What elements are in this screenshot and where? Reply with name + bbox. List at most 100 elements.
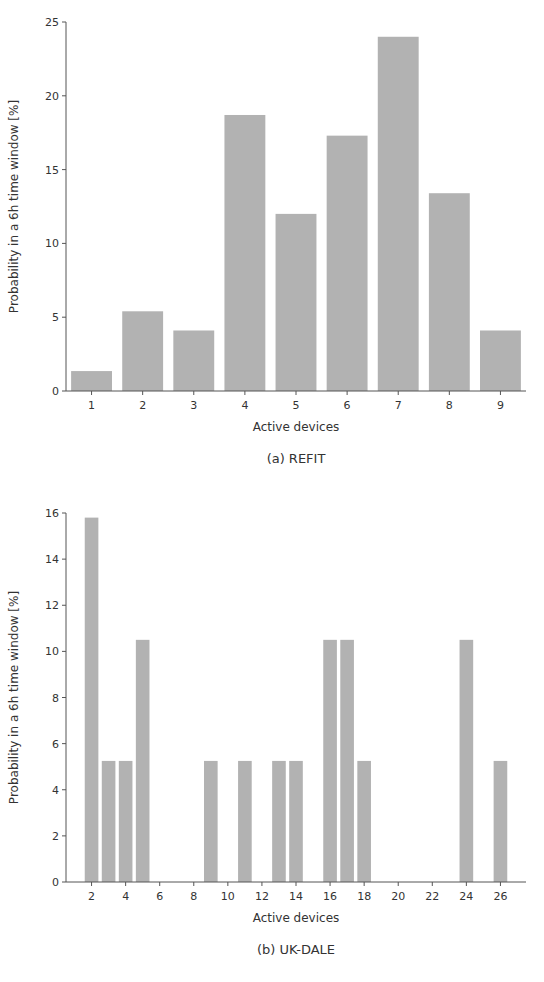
x-tick-label: 16 <box>323 890 337 903</box>
x-axis-label: Active devices <box>253 911 340 925</box>
x-tick-label: 4 <box>122 890 129 903</box>
x-tick <box>91 391 92 395</box>
x-tick <box>347 391 348 395</box>
chart-caption: (a) REFIT <box>267 451 326 466</box>
y-tick-label: 4 <box>52 784 59 797</box>
bar <box>272 761 286 882</box>
x-tick <box>91 882 92 886</box>
bar <box>119 761 133 882</box>
y-tick <box>62 651 66 652</box>
x-tick-label: 8 <box>446 399 453 412</box>
bar <box>238 761 252 882</box>
bar <box>173 330 214 391</box>
x-tick <box>159 882 160 886</box>
bar <box>429 193 470 391</box>
y-tick <box>62 243 66 244</box>
x-tick-label: 12 <box>255 890 269 903</box>
y-tick-label: 15 <box>45 164 59 177</box>
x-tick <box>500 882 501 886</box>
y-tick-label: 6 <box>52 738 59 751</box>
x-tick <box>500 391 501 395</box>
y-axis-label: Probability in a 6h time window [%] <box>7 100 21 313</box>
x-tick-label: 9 <box>497 399 504 412</box>
x-tick <box>261 882 262 886</box>
chart-caption: (b) UK-DALE <box>257 942 335 957</box>
bar <box>378 37 419 391</box>
x-tick <box>142 391 143 395</box>
x-tick-label: 6 <box>344 399 351 412</box>
x-tick <box>296 391 297 395</box>
bar <box>340 640 354 882</box>
y-tick-label: 0 <box>52 876 59 889</box>
bars <box>85 518 508 882</box>
bar <box>480 330 521 391</box>
x-tick <box>398 882 399 886</box>
x-tick <box>125 882 126 886</box>
bar <box>224 115 265 391</box>
bars <box>71 37 521 391</box>
bar <box>122 311 163 391</box>
y-axis-line <box>66 22 67 391</box>
y-tick <box>62 391 66 392</box>
y-tick-label: 10 <box>45 645 59 658</box>
x-tick-label: 3 <box>190 399 197 412</box>
x-tick <box>244 391 245 395</box>
bar <box>276 214 317 391</box>
y-tick <box>62 22 66 23</box>
y-tick <box>62 513 66 514</box>
x-tick-label: 5 <box>293 399 300 412</box>
x-tick <box>193 882 194 886</box>
y-tick <box>62 559 66 560</box>
x-tick <box>296 882 297 886</box>
x-tick-label: 26 <box>493 890 507 903</box>
y-tick <box>62 835 66 836</box>
y-tick-label: 20 <box>45 90 59 103</box>
y-tick <box>62 743 66 744</box>
x-tick <box>193 391 194 395</box>
x-tick-label: 2 <box>139 399 146 412</box>
y-tick <box>62 605 66 606</box>
x-tick <box>432 882 433 886</box>
x-tick-label: 4 <box>241 399 248 412</box>
chart-panel: 24681012141618202224260246810121416Activ… <box>7 507 526 957</box>
x-tick-label: 2 <box>88 890 95 903</box>
y-tick-label: 8 <box>52 692 59 705</box>
y-tick-label: 25 <box>45 16 59 29</box>
x-axis-label: Active devices <box>253 420 340 434</box>
y-tick-label: 16 <box>45 507 59 520</box>
x-tick <box>330 882 331 886</box>
x-tick <box>466 882 467 886</box>
x-tick <box>227 882 228 886</box>
x-tick-label: 20 <box>391 890 405 903</box>
y-tick-label: 0 <box>52 385 59 398</box>
x-tick-label: 8 <box>190 890 197 903</box>
y-axis-label: Probability in a 6h time window [%] <box>7 591 21 804</box>
y-tick <box>62 789 66 790</box>
bar <box>323 640 337 882</box>
x-tick-label: 22 <box>425 890 439 903</box>
x-tick <box>449 391 450 395</box>
x-tick-label: 1 <box>88 399 95 412</box>
bar <box>494 761 508 882</box>
chart-figure: 1234567890510152025Active devicesProbabi… <box>0 0 544 982</box>
y-tick <box>62 317 66 318</box>
y-tick-label: 2 <box>52 830 59 843</box>
bar <box>85 518 99 882</box>
bar <box>460 640 474 882</box>
chart-panel: 1234567890510152025Active devicesProbabi… <box>7 16 526 466</box>
y-tick-label: 14 <box>45 553 59 566</box>
y-tick-label: 5 <box>52 311 59 324</box>
y-tick <box>62 95 66 96</box>
x-tick-label: 14 <box>289 890 303 903</box>
bar <box>327 136 368 391</box>
y-tick-label: 12 <box>45 599 59 612</box>
bar <box>136 640 150 882</box>
bar <box>289 761 303 882</box>
bar <box>357 761 371 882</box>
bar <box>204 761 218 882</box>
x-tick-label: 18 <box>357 890 371 903</box>
x-tick-label: 24 <box>459 890 473 903</box>
y-tick-label: 10 <box>45 237 59 250</box>
x-tick <box>398 391 399 395</box>
y-tick <box>62 169 66 170</box>
